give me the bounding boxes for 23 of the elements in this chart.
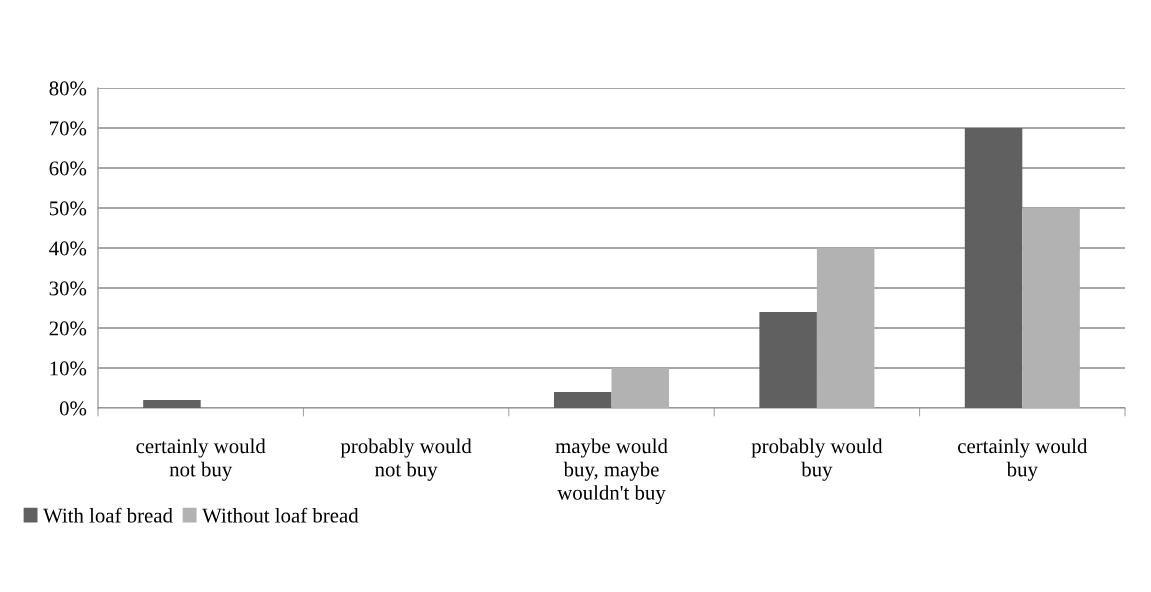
x-tick-label: probably would not buy [340,438,472,481]
y-tick-label: 20% [49,321,87,336]
bar [553,392,612,408]
y-tick-label: 30% [49,281,87,296]
x-tick-label: certainly would not buy [136,438,266,481]
bar [964,128,1023,408]
legend-label: With loaf bread [43,507,173,523]
bar [143,400,201,408]
bar [1022,208,1080,408]
y-tick-label: 70% [50,121,87,136]
y-tick-label: 40% [49,241,87,256]
y-tick-label: 80% [49,81,87,96]
bar [759,312,817,408]
y-tick-label: 50% [49,201,87,216]
y-tick-label: 10% [50,361,87,376]
x-tick-label: probably would buy [751,438,883,481]
x-tick-label: certainly would buy [958,438,1088,481]
x-tick-label: maybe would buy, maybe wouldn't buy [555,438,668,505]
legend-label: Without loaf bread [202,507,359,523]
y-tick-label: 0% [59,401,87,416]
bar [611,368,670,408]
y-tick-label: 60% [49,161,87,176]
bar [816,248,875,408]
